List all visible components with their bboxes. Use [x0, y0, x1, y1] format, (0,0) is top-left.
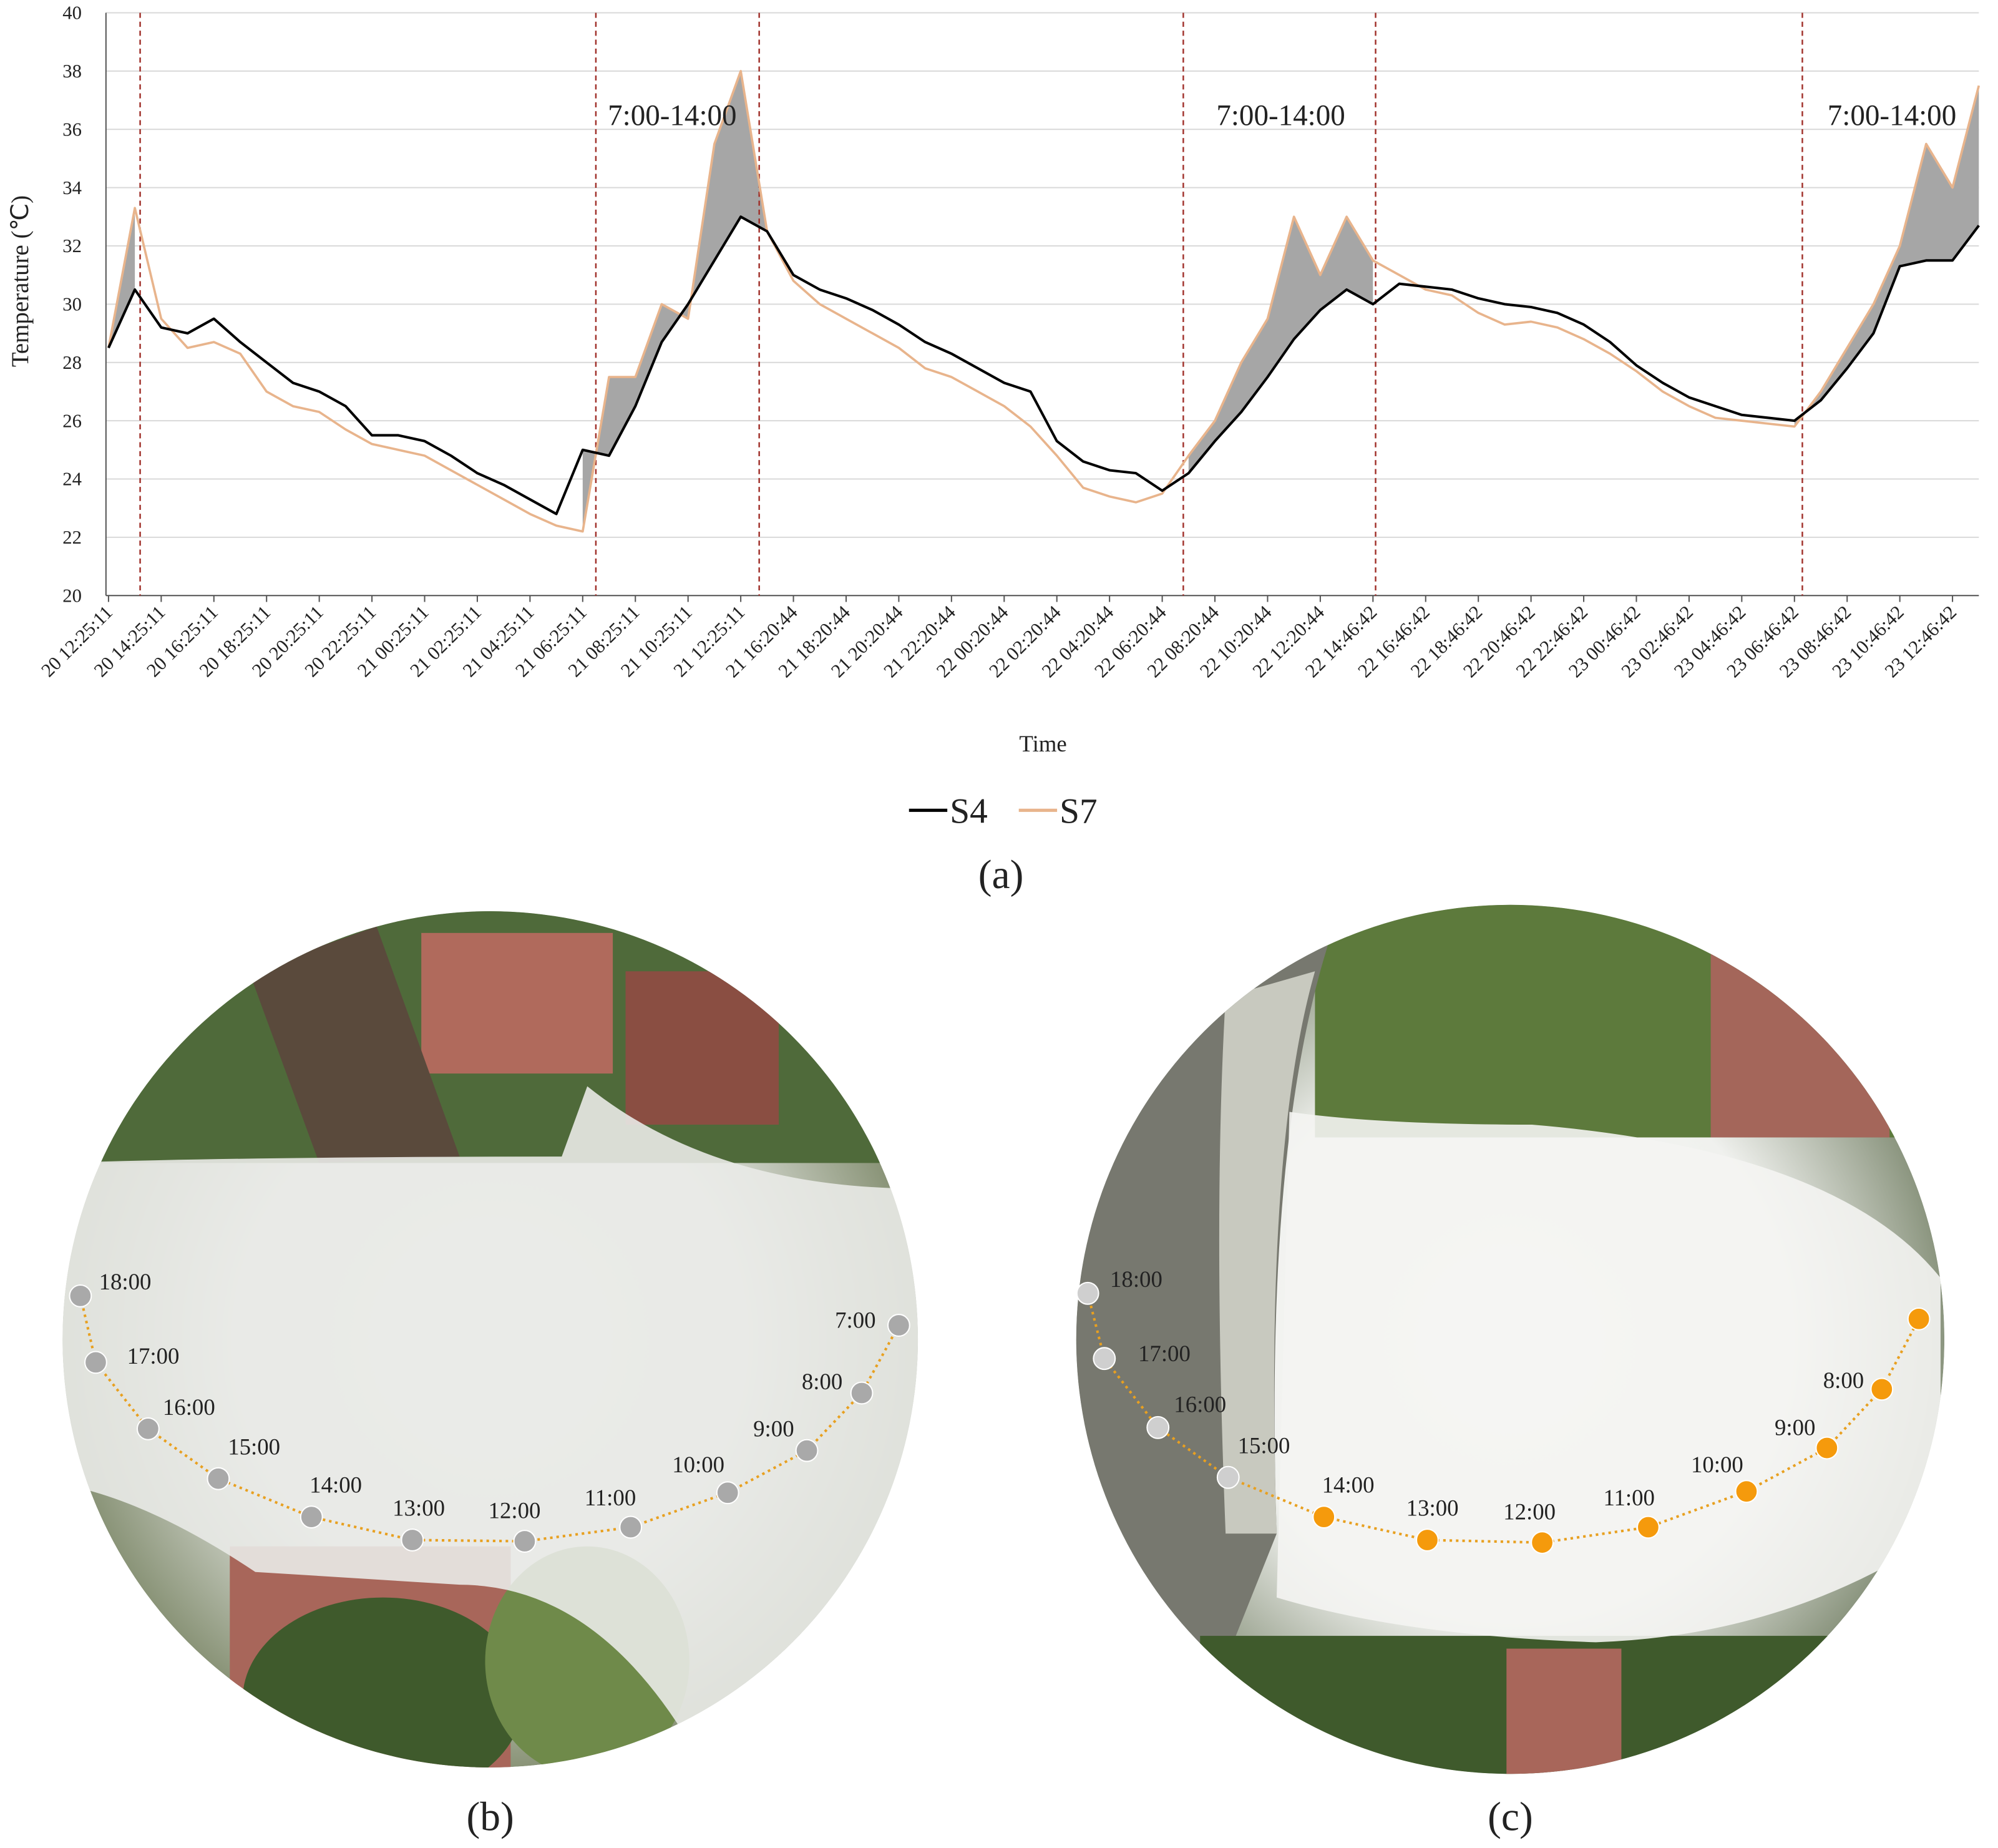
time-label: 16:00	[163, 1394, 215, 1420]
sun-marker	[887, 1314, 910, 1337]
sun-marker	[1815, 1436, 1839, 1460]
legend-label: S7	[1060, 792, 1097, 831]
sun-marker	[1531, 1531, 1554, 1555]
sun-marker	[850, 1381, 874, 1405]
sun-marker	[1076, 1281, 1099, 1305]
sun-marker	[401, 1528, 424, 1552]
time-label: 17:00	[1138, 1341, 1191, 1366]
time-label: 18:00	[99, 1269, 152, 1294]
time-label: 11:00	[1603, 1485, 1654, 1510]
sun-marker	[69, 1284, 92, 1308]
time-label: 13:00	[392, 1495, 445, 1521]
time-label: 10:00	[1691, 1452, 1743, 1477]
time-label: 16:00	[1174, 1392, 1226, 1417]
difference-area	[1188, 217, 1373, 474]
y-tick-label: 22	[62, 527, 82, 548]
sun-marker	[513, 1530, 537, 1553]
x-axis-title: Time	[1019, 731, 1066, 756]
sun-marker	[1870, 1377, 1894, 1401]
time-label: 18:00	[1110, 1266, 1162, 1292]
panel-label: (c)	[1488, 1794, 1533, 1839]
annotation: 7:00-14:00	[1828, 99, 1956, 132]
y-tick-label: 20	[62, 585, 82, 606]
sun-marker	[84, 1351, 107, 1374]
time-label: 12:00	[1503, 1499, 1556, 1525]
legend-label: S4	[950, 792, 987, 831]
sun-marker	[1093, 1347, 1116, 1371]
time-label: 7:00	[835, 1308, 875, 1333]
sun-marker	[795, 1439, 819, 1462]
annotation: 7:00-14:00	[608, 99, 736, 132]
y-tick-label: 26	[62, 410, 82, 431]
y-tick-label: 30	[62, 294, 82, 315]
y-axis-title: Temperature (℃)	[7, 195, 34, 367]
sun-marker	[1907, 1307, 1931, 1331]
y-tick-label: 32	[62, 235, 82, 257]
sun-marker	[300, 1505, 323, 1529]
sun-path	[79, 1295, 900, 1543]
time-label: 8:00	[802, 1369, 842, 1394]
time-label: 9:00	[1775, 1415, 1815, 1440]
time-label: 10:00	[672, 1452, 724, 1477]
time-label: 14:00	[309, 1472, 362, 1498]
panel-label: (b)	[467, 1794, 514, 1839]
time-label: 13:00	[1406, 1495, 1459, 1521]
annotation: 7:00-14:00	[1216, 99, 1345, 132]
y-tick-label: 28	[62, 352, 82, 373]
sun-marker	[1636, 1515, 1660, 1539]
fisheye-photo	[62, 911, 919, 1767]
time-label: 15:00	[1238, 1432, 1290, 1458]
sun-marker	[1146, 1415, 1170, 1439]
y-tick-label: 38	[62, 61, 82, 82]
series-line	[107, 215, 1980, 516]
y-tick-label: 24	[62, 469, 82, 490]
y-tick-label: 34	[62, 177, 82, 198]
sun-marker	[136, 1417, 160, 1440]
time-label: 9:00	[753, 1416, 794, 1442]
panel-label: (a)	[978, 853, 1024, 897]
y-tick-label: 36	[62, 119, 82, 140]
sun-marker	[207, 1467, 230, 1490]
time-label: 15:00	[228, 1434, 280, 1459]
time-label: 17:00	[127, 1343, 180, 1369]
sun-marker	[619, 1515, 643, 1539]
time-label: 14:00	[1322, 1472, 1375, 1498]
time-label: 11:00	[585, 1485, 636, 1510]
sun-marker	[716, 1481, 739, 1505]
sun-marker	[1312, 1505, 1336, 1529]
difference-area	[582, 71, 768, 532]
time-label: 12:00	[489, 1498, 541, 1523]
sun-marker	[1735, 1480, 1758, 1503]
series-line	[107, 70, 1981, 533]
sun-marker	[1216, 1465, 1240, 1489]
time-label: 8:00	[1823, 1367, 1864, 1393]
y-tick-label: 40	[62, 2, 82, 24]
difference-area	[1794, 86, 1979, 427]
sun-path	[1086, 1293, 1920, 1544]
sun-marker	[1416, 1528, 1439, 1552]
fisheye-photo	[1076, 904, 1945, 1774]
